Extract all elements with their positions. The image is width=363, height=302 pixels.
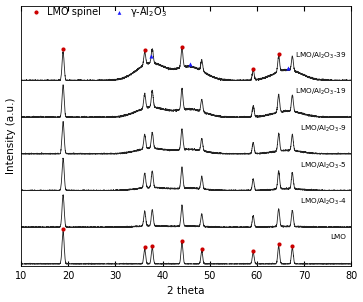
Text: LMO: LMO bbox=[331, 234, 347, 240]
Text: LMO/Al$_2$O$_3$-9: LMO/Al$_2$O$_3$-9 bbox=[300, 124, 347, 134]
Text: LMO/Al$_2$O$_3$-4: LMO/Al$_2$O$_3$-4 bbox=[300, 197, 347, 207]
Text: LMO/Al$_2$O$_3$-19: LMO/Al$_2$O$_3$-19 bbox=[295, 87, 347, 98]
Y-axis label: Intensity (a.u.): Intensity (a.u.) bbox=[5, 98, 16, 174]
Text: LMO/Al$_2$O$_3$-5: LMO/Al$_2$O$_3$-5 bbox=[300, 161, 347, 171]
X-axis label: 2 theta: 2 theta bbox=[167, 286, 205, 297]
Text: LMO/Al$_2$O$_3$-39: LMO/Al$_2$O$_3$-39 bbox=[295, 50, 347, 61]
Legend: LMO spinel, γ-Al$_2$O$_3$: LMO spinel, γ-Al$_2$O$_3$ bbox=[26, 5, 167, 19]
